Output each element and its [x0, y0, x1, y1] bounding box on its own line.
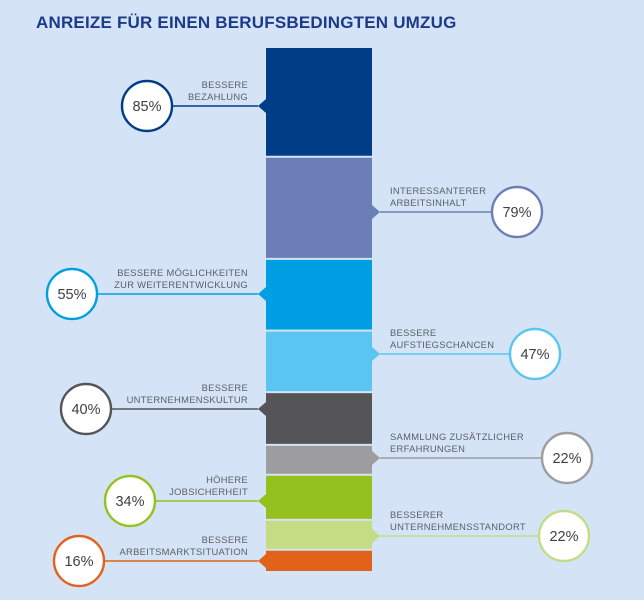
category-label-5-line-1: BESSERE: [202, 382, 248, 393]
value-label-8: 22%: [549, 529, 578, 545]
value-circle-2: [490, 185, 544, 239]
category-label-5-line-2: UNTERNEHMENSKULTUR: [127, 394, 248, 405]
chart-title: ANREIZE FÜR EINEN BERUFSBEDINGTEN UMZUG: [36, 13, 457, 32]
bar-segment-9: [266, 550, 372, 571]
value-label-1: 85%: [132, 99, 161, 115]
value-label-5: 40%: [71, 402, 100, 418]
category-label-4-line-2: AUFSTIEGSCHANCEN: [390, 339, 494, 350]
category-label-7-line-2: JOBSICHERHEIT: [169, 486, 248, 497]
category-label-9-line-2: ARBEITSMARKTSITUATION: [119, 546, 248, 557]
pointer-5: [258, 402, 266, 416]
value-circle-8: [537, 509, 591, 563]
category-label-1-line-2: BEZAHLUNG: [188, 91, 248, 102]
value-circle-5: [59, 382, 113, 436]
pointer-3: [258, 287, 266, 301]
category-label-6-line-2: ERFAHRUNGEN: [390, 443, 465, 454]
category-label-8-line-2: UNTERNEHMENSSTANDORT: [390, 521, 526, 532]
value-circle-1: [120, 79, 174, 133]
pointer-4: [372, 347, 380, 361]
pointer-2: [372, 205, 380, 219]
value-label-4: 47%: [520, 347, 549, 363]
value-circle-9: [52, 534, 106, 588]
bar-segment-1: [266, 48, 372, 156]
value-label-6: 22%: [552, 451, 581, 467]
value-circle-6: [540, 431, 594, 485]
category-label-8-line-1: BESSERER: [390, 509, 443, 520]
bar-segment-4: [266, 331, 372, 392]
value-circle-4: [508, 327, 562, 381]
bar-segment-8: [266, 520, 372, 549]
category-label-6-line-1: SAMMLUNG ZUSÄTZLICHER: [390, 431, 524, 442]
value-label-7: 34%: [115, 494, 144, 510]
category-label-1-line-1: BESSERE: [202, 79, 248, 90]
bar-segment-5: [266, 393, 372, 444]
pointer-8: [372, 529, 380, 543]
bar-segment-3: [266, 259, 372, 330]
value-label-9: 16%: [64, 554, 93, 570]
category-label-3-line-1: BESSERE MÖGLICHKEITEN: [117, 267, 248, 278]
bar-segment-2: [266, 157, 372, 258]
category-label-3-line-2: ZUR WEITERENTWICKLUNG: [114, 279, 248, 290]
bar-segment-7: [266, 475, 372, 519]
pointer-6: [372, 451, 380, 465]
pointer-9: [258, 554, 266, 568]
value-label-3: 55%: [57, 287, 86, 303]
category-label-7-line-1: HÖHERE: [206, 474, 248, 485]
value-circle-7: [103, 474, 157, 528]
pointer-7: [258, 494, 266, 508]
category-label-2-line-1: INTERESSANTERER: [390, 185, 486, 196]
value-circle-3: [45, 267, 99, 321]
pointer-1: [258, 99, 266, 113]
category-label-4-line-1: BESSERE: [390, 327, 436, 338]
category-label-9-line-1: BESSERE: [202, 534, 248, 545]
value-label-2: 79%: [502, 205, 531, 221]
category-label-2-line-2: ARBEITSINHALT: [390, 197, 467, 208]
bar-segment-6: [266, 445, 372, 474]
